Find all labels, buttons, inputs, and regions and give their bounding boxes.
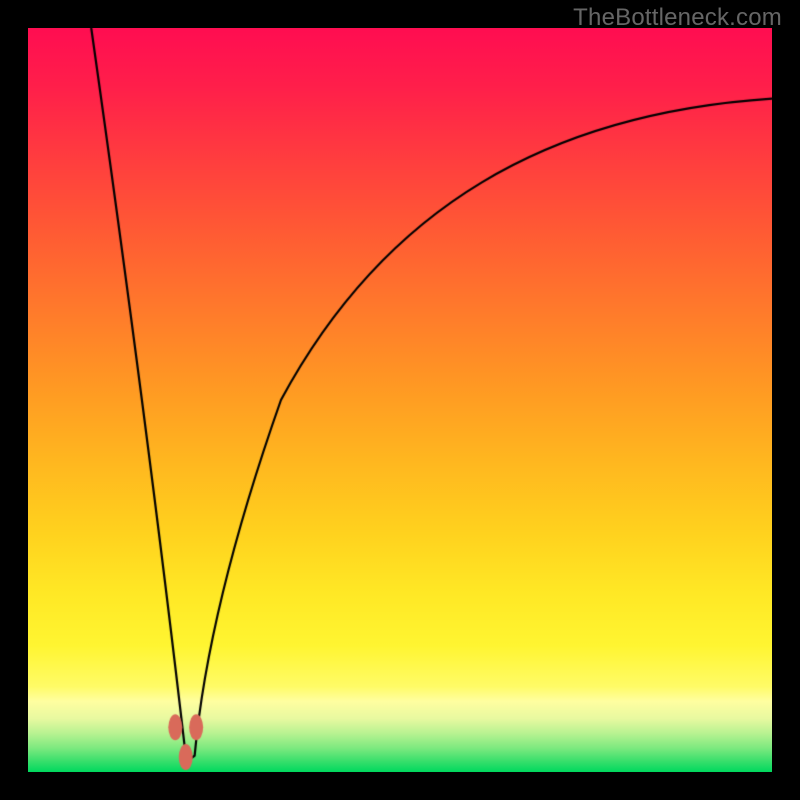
chart-root: TheBottleneck.com bbox=[0, 0, 800, 800]
watermark-text: TheBottleneck.com bbox=[573, 4, 782, 32]
bottleneck-curve bbox=[0, 0, 800, 800]
